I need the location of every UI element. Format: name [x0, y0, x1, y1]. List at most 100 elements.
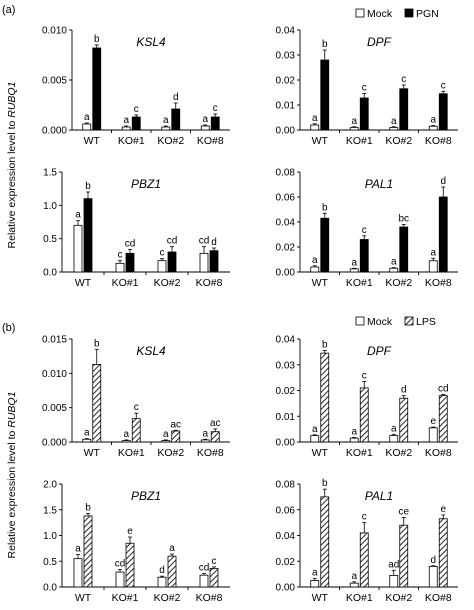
significance-letter: a — [351, 426, 357, 437]
bar-mock — [389, 575, 399, 588]
chart-a-pbz1: 0.00.51.01.5PBZ1WTabKO#1ccdKO#2ccdKO#8cd… — [43, 168, 230, 289]
y-tick-label: 0.01 — [276, 101, 296, 112]
y-tick-label: 0.000 — [42, 438, 67, 449]
bar-lps — [359, 387, 369, 443]
y-tick-label: 0.005 — [42, 403, 67, 414]
significance-letter: c — [134, 402, 139, 413]
bar-lps — [399, 397, 409, 443]
significance-letter: cd — [438, 383, 449, 394]
x-tick-label: KO#8 — [425, 135, 452, 147]
bar-pgn — [399, 88, 409, 131]
y-tick-label: 0.0 — [43, 583, 57, 594]
significance-letter: b — [85, 502, 91, 513]
x-tick-label: KO#8 — [196, 277, 223, 289]
bar-pgn — [83, 198, 93, 273]
bar-mock — [121, 126, 131, 131]
y-tick-label: 0.00 — [276, 438, 296, 449]
bar-mock — [82, 123, 92, 131]
y-tick-label: 0.04 — [276, 335, 296, 346]
bar-mock — [161, 440, 171, 443]
x-tick-label: KO#2 — [157, 447, 184, 459]
bar-mock — [199, 574, 209, 588]
bar-mock — [310, 435, 320, 443]
x-tick-label: KO#8 — [425, 592, 452, 604]
significance-letter: a — [169, 543, 175, 554]
bar-mock — [389, 267, 399, 273]
bar-pgn — [320, 59, 330, 131]
significance-letter: d — [211, 237, 217, 248]
y-axis-label-b: Relative expression level to RUBQ1 — [6, 392, 18, 559]
significance-letter: cd — [115, 558, 126, 569]
bar-mock — [428, 566, 438, 588]
x-tick-label: KO#2 — [385, 592, 412, 604]
y-tick-label: 1.0 — [43, 201, 57, 212]
significance-letter: cd — [199, 563, 210, 574]
bar-lps — [438, 518, 448, 588]
y-tick-label: 0.5 — [43, 234, 57, 245]
significance-letter: ad — [388, 559, 399, 570]
significance-letter: b — [94, 34, 100, 45]
bar-mock — [310, 580, 320, 588]
y-tick-label: 0.04 — [276, 531, 296, 542]
y-tick-label: 0.02 — [276, 557, 296, 568]
significance-letter: bc — [398, 214, 409, 225]
y-tick-label: 0.000 — [42, 126, 67, 137]
significance-letter: a — [123, 429, 129, 440]
significance-letter: d — [440, 176, 446, 187]
bar-mock — [121, 440, 131, 443]
y-tick-label: 0.08 — [276, 168, 296, 179]
y-tick-label: 1.5 — [43, 505, 57, 516]
y-tick-label: 0.00 — [276, 268, 296, 279]
significance-letter: d — [401, 385, 407, 396]
legend-a-mock-swatch — [355, 8, 365, 18]
chart-a-ksl4: 0.0000.0050.010KSL4WTabKO#1acKO#2adKO#8a… — [42, 26, 230, 147]
x-tick-label: KO#1 — [118, 135, 145, 147]
bar-pgn — [359, 97, 369, 131]
significance-letter: b — [94, 338, 100, 349]
y-axis-label-a-gene: RUBQ1 — [6, 82, 18, 118]
bar-pgn — [399, 226, 409, 273]
significance-letter: a — [312, 255, 318, 266]
bar-lps — [167, 555, 177, 588]
significance-letter: ac — [210, 418, 221, 429]
chart-b-pal1: 0.00 0.02 0.04 0.06 0.08 PAL1 WT a b KO#1 a c KO#2 ad… — [276, 478, 458, 604]
y-tick-label: 0.08 — [276, 480, 296, 491]
chart-title: DPF — [367, 35, 392, 49]
significance-letter: c — [362, 83, 367, 94]
bar-lps — [209, 568, 219, 588]
y-tick-label: 1.5 — [43, 168, 57, 179]
y-tick-label: 0.06 — [276, 193, 296, 204]
y-tick-label: 0.00 — [276, 126, 296, 137]
bar-mock — [349, 127, 359, 131]
legend-a: Mock PGN — [355, 8, 439, 20]
y-tick-label: 2.0 — [43, 480, 57, 491]
significance-letter: c — [134, 104, 139, 115]
x-tick-label: KO#1 — [346, 135, 373, 147]
panel-label-b: (b) — [2, 322, 15, 334]
significance-letter: a — [312, 424, 318, 435]
bar-mock — [161, 126, 171, 131]
bar-mock — [157, 260, 167, 273]
bar-lps — [320, 352, 330, 443]
bar-lps — [210, 431, 220, 443]
bar-lps — [83, 515, 93, 588]
y-tick-label: 0.04 — [276, 218, 296, 229]
significance-letter: d — [173, 92, 179, 103]
y-tick-label: 0.00 — [276, 583, 296, 594]
bar-pgn — [210, 116, 220, 131]
bar-pgn — [92, 47, 102, 131]
significance-letter: a — [391, 116, 397, 127]
chart-title: PAL1 — [365, 177, 393, 191]
significance-letter: c — [213, 103, 218, 114]
x-tick-label: WT — [312, 592, 329, 604]
x-tick-label: KO#8 — [196, 592, 223, 604]
significance-letter: a — [163, 429, 169, 440]
bar-lps — [359, 532, 369, 588]
chart-b-dpf: 0.00 0.01 0.02 0.03 0.04 DPF WT a b KO#1 a c KO#2 a d K… — [276, 335, 458, 459]
x-tick-label: KO#1 — [118, 447, 145, 459]
significance-letter: a — [202, 428, 208, 439]
significance-letter: a — [351, 257, 357, 268]
y-axis-label-a: Relative expression level to RUBQ1 — [6, 82, 18, 249]
x-tick-label: KO#1 — [346, 592, 373, 604]
x-tick-label: WT — [75, 592, 92, 604]
